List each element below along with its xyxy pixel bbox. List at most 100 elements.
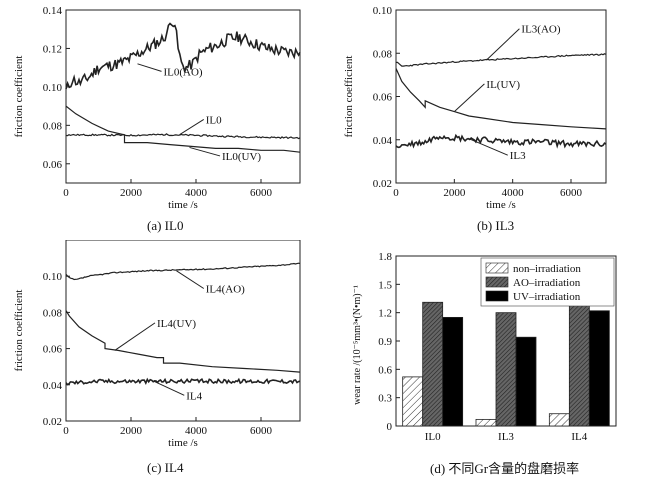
x-tick-label: 6000 xyxy=(250,425,273,437)
series-line-il0-uv- xyxy=(65,105,301,153)
bar xyxy=(588,310,610,427)
bar xyxy=(475,418,497,427)
chart-svg-a: 0 2000 4000 6000 0.06 0.08 0.10 0.12 0.14 time /s… xyxy=(13,5,301,211)
label-leader-line xyxy=(114,322,156,351)
series-label: IL0(UV) xyxy=(222,151,261,163)
series-label: IL3 xyxy=(510,150,526,162)
series-line-il3-ao- xyxy=(396,53,607,67)
chart-panel-b: 0 2000 4000 6000 0.02 0.04 0.06 0.08 0.10 time /s… xyxy=(330,0,649,240)
label-leader-line xyxy=(486,28,520,61)
y-tick-label: 0.3 xyxy=(378,393,392,405)
x-tick-label: 0 xyxy=(63,187,69,199)
x-axis-label: time /s xyxy=(168,199,198,211)
bar xyxy=(515,336,537,427)
series-line-il0-ao- xyxy=(65,22,301,90)
y-tick-label: 1.2 xyxy=(378,308,392,320)
series-line-il0 xyxy=(65,133,301,140)
label-leader-line xyxy=(189,146,221,157)
y-tick-label: 0.10 xyxy=(43,271,63,283)
caption-c: (c) IL4 xyxy=(147,460,184,475)
bar xyxy=(548,413,570,427)
y-axis-label: friction coefficient xyxy=(13,56,25,138)
x-axis-label: time /s xyxy=(486,199,516,211)
y-tick-label: 0.02 xyxy=(373,178,392,190)
x-tick-label: 4000 xyxy=(502,187,525,199)
x-tick-label: 4000 xyxy=(185,187,208,199)
y-tick-label: 0.9 xyxy=(378,336,392,348)
x-tick-label: IL0 xyxy=(425,431,441,443)
y-tick-label: 0.02 xyxy=(43,416,62,428)
caption-b: (b) IL3 xyxy=(477,218,515,233)
x-tick-label: 0 xyxy=(393,187,399,199)
series-label: IL4(UV) xyxy=(157,318,196,330)
y-tick-label: 0.6 xyxy=(378,364,392,376)
x-tick-label: 4000 xyxy=(185,425,208,437)
label-leader-line xyxy=(176,270,205,289)
x-tick-label: 2000 xyxy=(120,187,143,199)
y-tick-label: 0.06 xyxy=(373,92,393,104)
bar xyxy=(568,287,590,427)
label-leader-line xyxy=(468,138,508,156)
x-tick-label: 2000 xyxy=(120,425,143,437)
legend-label: non–irradiation xyxy=(513,263,581,275)
series-line-il4 xyxy=(65,377,301,386)
y-axis-label: friction coefficient xyxy=(343,56,355,138)
y-axis-label: wear rate /(10⁻⁵mm³•(N•m)⁻¹ xyxy=(352,285,363,405)
series-line-il4-uv- xyxy=(65,310,301,373)
label-leader-line xyxy=(153,380,185,396)
y-tick-label: 0.08 xyxy=(43,120,63,132)
chart-panel-c: 0 2000 4000 6000 0.02 0.04 0.06 0.08 0.10 time /s… xyxy=(0,239,320,477)
series-line-il-uv- xyxy=(395,68,607,130)
y-tick-label: 1.8 xyxy=(378,251,392,263)
x-tick-label: 6000 xyxy=(560,187,583,199)
bar xyxy=(422,301,444,427)
plot-frame xyxy=(65,239,301,422)
plot-frame xyxy=(65,9,301,184)
y-tick-label: 1.5 xyxy=(378,279,392,291)
series-label: IL0 xyxy=(206,114,222,126)
y-tick-label: 0.10 xyxy=(373,5,393,17)
legend-swatch xyxy=(485,290,509,302)
series-label: IL4(AO) xyxy=(206,283,245,295)
y-tick-label: 0.14 xyxy=(43,5,63,17)
legend-label: AO–irradiation xyxy=(513,277,581,289)
series-line-il3 xyxy=(395,133,607,149)
y-tick-label: 0 xyxy=(387,421,393,433)
label-leader-line xyxy=(137,63,162,72)
y-tick-label: 0.04 xyxy=(373,135,393,147)
chart-svg-c: 0 2000 4000 6000 0.02 0.04 0.06 0.08 0.10 time /s… xyxy=(13,239,301,449)
caption-a: (a) IL0 xyxy=(147,218,184,233)
legend-swatch xyxy=(485,276,509,288)
caption-d: (d) 不同Gr含量的盘磨损率 xyxy=(430,461,580,476)
bar xyxy=(495,312,517,427)
chart-panel-d: 0 0.3 0.6 0.9 1.2 1.5 1.8 wear rate /(10⁻⁵mm³•(… xyxy=(330,240,649,477)
label-leader-line xyxy=(179,118,205,135)
series-label: IL0(AO) xyxy=(164,66,203,78)
y-tick-label: 0.08 xyxy=(43,307,63,319)
legend-swatch xyxy=(485,262,509,274)
y-tick-label: 0.04 xyxy=(43,380,63,392)
x-tick-label: 6000 xyxy=(250,187,273,199)
y-axis-label: friction coefficient xyxy=(13,290,25,372)
x-axis-label: time /s xyxy=(168,437,198,449)
x-tick-label: 2000 xyxy=(443,187,466,199)
chart-panel-a: 0 2000 4000 6000 0.06 0.08 0.10 0.12 0.14 time /s… xyxy=(0,0,320,240)
x-tick-label: 0 xyxy=(63,425,69,437)
plot-frame xyxy=(395,9,607,184)
y-tick-label: 0.08 xyxy=(373,48,393,60)
label-leader-line xyxy=(453,83,485,113)
series-line-il4-ao- xyxy=(65,262,301,281)
y-tick-label: 0.12 xyxy=(43,43,62,55)
x-tick-label: IL4 xyxy=(571,431,587,443)
x-tick-label: IL3 xyxy=(498,431,514,443)
chart-svg-d: 0 0.3 0.6 0.9 1.2 1.5 1.8 wear rate /(10⁻⁵mm³•(… xyxy=(352,251,617,443)
series-label: IL3(AO) xyxy=(521,24,560,36)
legend-label: UV–irradiation xyxy=(513,291,581,303)
chart-svg-b: 0 2000 4000 6000 0.02 0.04 0.06 0.08 0.10 time /s… xyxy=(343,5,607,211)
bar xyxy=(442,316,464,427)
y-tick-label: 0.06 xyxy=(43,344,63,356)
y-tick-label: 0.10 xyxy=(43,82,63,94)
series-label: IL(UV) xyxy=(486,79,520,91)
bar xyxy=(402,376,424,427)
y-tick-label: 0.06 xyxy=(43,159,63,171)
